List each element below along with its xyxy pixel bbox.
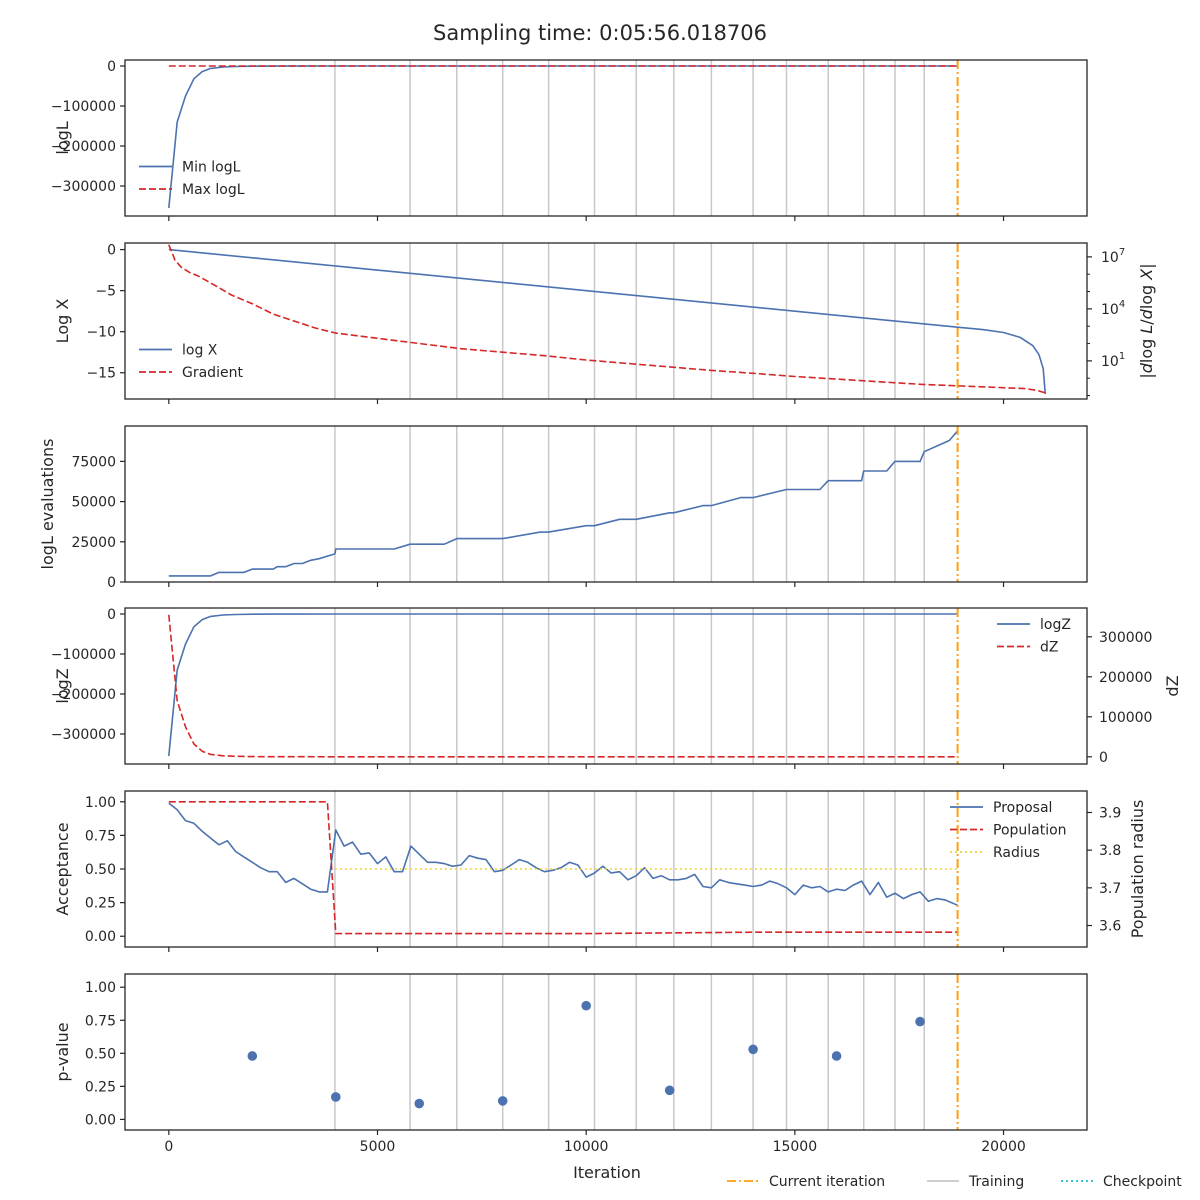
y-tick-label: 0 [107,243,116,259]
data-point [330,1092,341,1102]
y2-tick-label: 3.8 [1099,843,1121,859]
y2-tick-label: 0 [1099,750,1108,766]
y-tick-label: 0 [107,607,116,623]
panel-5: 1.00 0.75 0.50 0.25 0.00 Acceptance 3.9 3.8 3.7 3… [53,790,1147,952]
y2-axis-label: Population radius [1128,800,1147,939]
y-tick-label: −200000 [51,139,116,155]
y-tick-label: 1.00 [85,980,116,996]
legend-label: dZ [1040,640,1058,656]
data-point [581,1000,591,1011]
y-tick-label: 0.00 [85,929,116,945]
y-axis-label: logL evaluations [38,439,57,570]
y2-tick-label: 100000 [1099,710,1152,726]
y-tick-label: −5 [95,284,116,300]
y2-axis-label: |dlog L/dlog X| [1137,263,1156,378]
series-dz-line [168,614,958,758]
y-tick-label: 0.50 [85,862,116,878]
legend-label: Radius [993,845,1040,861]
legend-label: Min logL [182,160,241,176]
y2-tick-label: 3.6 [1099,919,1121,935]
axes-frame [124,973,1088,1131]
y2-axis-label: dZ [1163,675,1182,696]
y-tick-label: 1.00 [85,795,116,811]
bottom-legend-label: Training [968,1174,1024,1190]
y2-tick-label: 200000 [1099,670,1152,686]
y2-tick-label: 3.9 [1099,805,1121,821]
y-tick-label: −300000 [51,727,116,743]
axes-frame [124,242,1088,400]
series-proposal-line [168,802,958,907]
legend-label: Gradient [182,365,243,381]
data-point [748,1044,758,1055]
legend-label: log X [182,343,218,359]
series-series-line [168,430,959,577]
panel-3: 0 25000 50000 75000 logL evaluations [38,425,1088,591]
panel-6: 1.00 0.75 0.50 0.25 0.00 p-value 0 5000 10000 150… [53,973,1088,1155]
y-tick-label: 75000 [71,454,116,470]
bottom-legend-label: Checkpoint [1103,1174,1182,1190]
axes-frame [124,59,1088,217]
series-population-line [168,800,958,935]
y-tick-label: −100000 [51,647,116,663]
legend-label: Proposal [993,800,1052,816]
y2-tick-label: 101 [1101,351,1125,370]
y-axis-label: Log X [53,299,72,344]
x-tick-label: 10000 [564,1139,609,1155]
y-tick-label: 0.00 [85,1112,116,1128]
panel-2: 0 −5 −10 −15 Log X 107 104 101 |dlog L/dlog X| lo… [53,242,1156,404]
data-point [664,1085,675,1096]
x-tick-label: 5000 [360,1139,396,1155]
y-tick-label: −15 [86,366,116,382]
y-axis-label: Acceptance [53,822,72,915]
y-tick-label: 50000 [71,495,116,511]
data-point [915,1016,925,1027]
y-tick-label: −200000 [51,687,116,703]
series-log-x-line [168,248,1047,395]
legend-label: Population [993,823,1067,839]
y-tick-label: 0.50 [85,1046,116,1062]
y-tick-label: 25000 [71,535,116,551]
y2-tick-label: 107 [1101,247,1125,266]
panel-1: 0 −100000 −200000 −300000 logL Min logL Max lo… [51,59,1088,221]
x-tick-label: 0 [164,1139,173,1155]
bottom-legend: Current iteration Training Checkpoint [727,1174,1182,1190]
figure-title: Sampling time: 0:05:56.018706 [433,21,767,45]
y2-tick-label: 104 [1101,299,1125,318]
data-point [497,1096,508,1106]
y-tick-label: 0 [107,59,116,75]
x-tick-label: 15000 [773,1139,818,1155]
series-gradient-line [168,244,1046,394]
y-axis-label: logZ [53,668,72,703]
x-axis-label: Iteration [573,1163,641,1182]
y-tick-label: 0.25 [85,1079,116,1095]
axes-frame [124,607,1088,765]
data-point [247,1051,258,1061]
data-point [831,1051,842,1061]
y-tick-label: 0.75 [85,1013,116,1029]
y-tick-label: 0.25 [85,896,116,912]
y2-tick-label: 300000 [1099,630,1152,646]
y-tick-label: 0 [107,575,116,591]
axes-frame [124,425,1088,583]
y2-tick-label: 3.7 [1099,881,1121,897]
series-min-logl-line [168,65,958,209]
series-logz-line [168,613,958,757]
legend-label: logZ [1040,617,1071,633]
x-tick-label: 20000 [981,1139,1026,1155]
y-tick-label: −100000 [51,99,116,115]
y-axis-label: logL [53,121,72,154]
y-tick-label: 0.75 [85,828,116,844]
panel-4: 0 −100000 −200000 −300000 logZ 0 100000 200000 3… [51,607,1182,769]
y-axis-label: p-value [53,1022,72,1081]
y-tick-label: −10 [86,325,116,341]
data-point [414,1098,425,1109]
bottom-legend-label: Current iteration [769,1174,885,1190]
legend-label: Max logL [182,182,245,198]
y-tick-label: −300000 [51,179,116,195]
